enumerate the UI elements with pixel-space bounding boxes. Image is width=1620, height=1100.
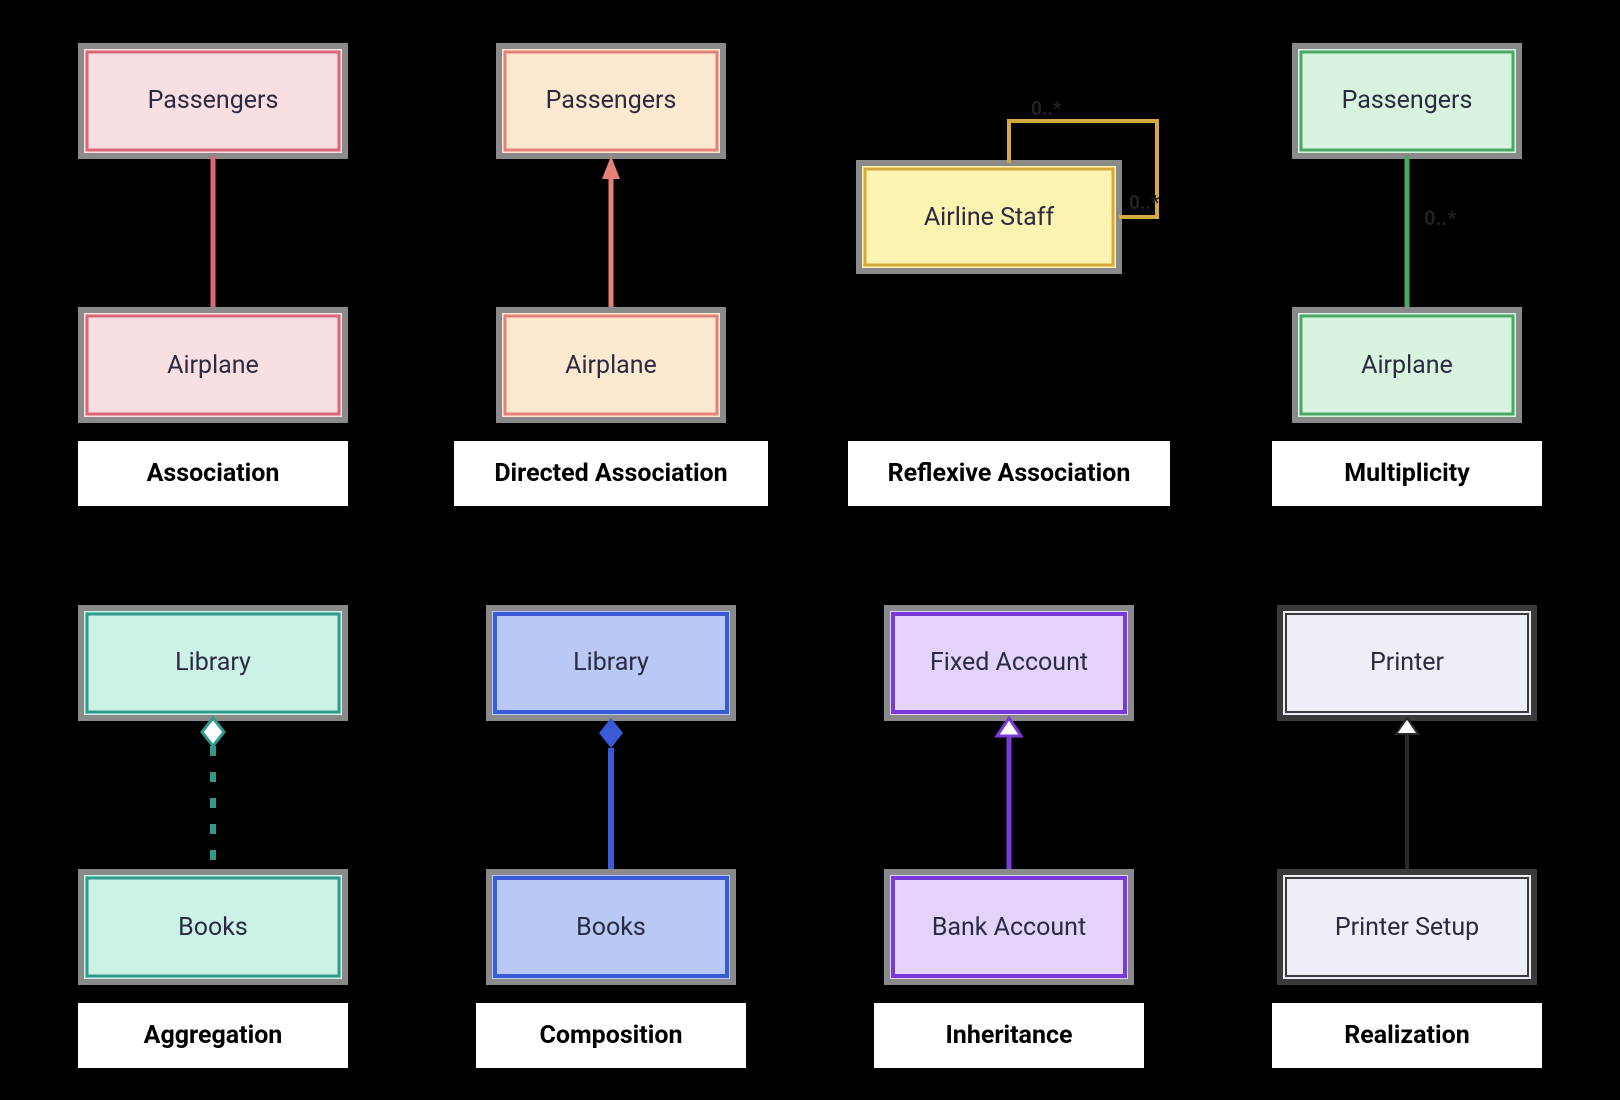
svg-composition: Library Books	[476, 605, 746, 985]
svg-realization: Printer Printer Setup	[1267, 605, 1547, 985]
svg-association: Passengers Airplane	[78, 43, 348, 423]
box-label: Airplane	[167, 351, 259, 380]
box-label: Bank Account	[932, 913, 1086, 942]
svg-directed: Passengers Airplane	[476, 43, 746, 423]
svg-inheritance: Fixed Account Bank Account	[874, 605, 1144, 985]
box-label: Printer Setup	[1335, 913, 1479, 942]
panel-association: Passengers Airplane Association	[38, 32, 388, 506]
caption: Inheritance	[874, 1003, 1144, 1068]
svg-reflexive: Airline Staff 0..* 0..*	[839, 43, 1179, 423]
caption: Realization	[1272, 1003, 1542, 1068]
svg-multiplicity: Passengers 0..* Airplane	[1272, 43, 1542, 423]
panel-reflexive: Airline Staff 0..* 0..* Reflexive Associ…	[834, 32, 1184, 506]
caption: Composition	[476, 1003, 746, 1068]
caption: Directed Association	[454, 441, 767, 506]
panel-composition: Library Books Composition	[436, 594, 786, 1068]
panel-inheritance: Fixed Account Bank Account Inheritance	[834, 594, 1184, 1068]
box-label: Fixed Account	[930, 648, 1088, 677]
caption: Aggregation	[78, 1003, 348, 1068]
box-label: Books	[178, 913, 248, 942]
mult-label: 0..*	[1129, 191, 1160, 214]
panel-directed: Passengers Airplane Directed Association	[436, 32, 786, 506]
box-label: Airplane	[565, 351, 657, 380]
mult-label: 0..*	[1424, 206, 1456, 230]
panel-realization: Printer Printer Setup Realization	[1232, 594, 1582, 1068]
box-label: Library	[573, 648, 649, 677]
mult-label: 0..*	[1031, 97, 1062, 120]
box-label: Airline Staff	[924, 203, 1055, 232]
box-label: Passengers	[1342, 86, 1473, 115]
box-label: Printer	[1370, 648, 1445, 677]
box-label: Passengers	[546, 86, 677, 115]
box-label: Passengers	[148, 86, 279, 115]
caption: Multiplicity	[1272, 441, 1542, 506]
svg-aggregation: Library Books	[78, 605, 348, 985]
panel-aggregation: Library Books Aggregation	[38, 594, 388, 1068]
box-label: Books	[576, 913, 646, 942]
panel-multiplicity: Passengers 0..* Airplane Multiplicity	[1232, 32, 1582, 506]
box-label: Library	[175, 648, 251, 677]
caption: Reflexive Association	[848, 441, 1171, 506]
caption: Association	[78, 441, 348, 506]
box-label: Airplane	[1361, 351, 1453, 380]
diagram-grid: Passengers Airplane Association Passenge…	[38, 32, 1582, 1068]
